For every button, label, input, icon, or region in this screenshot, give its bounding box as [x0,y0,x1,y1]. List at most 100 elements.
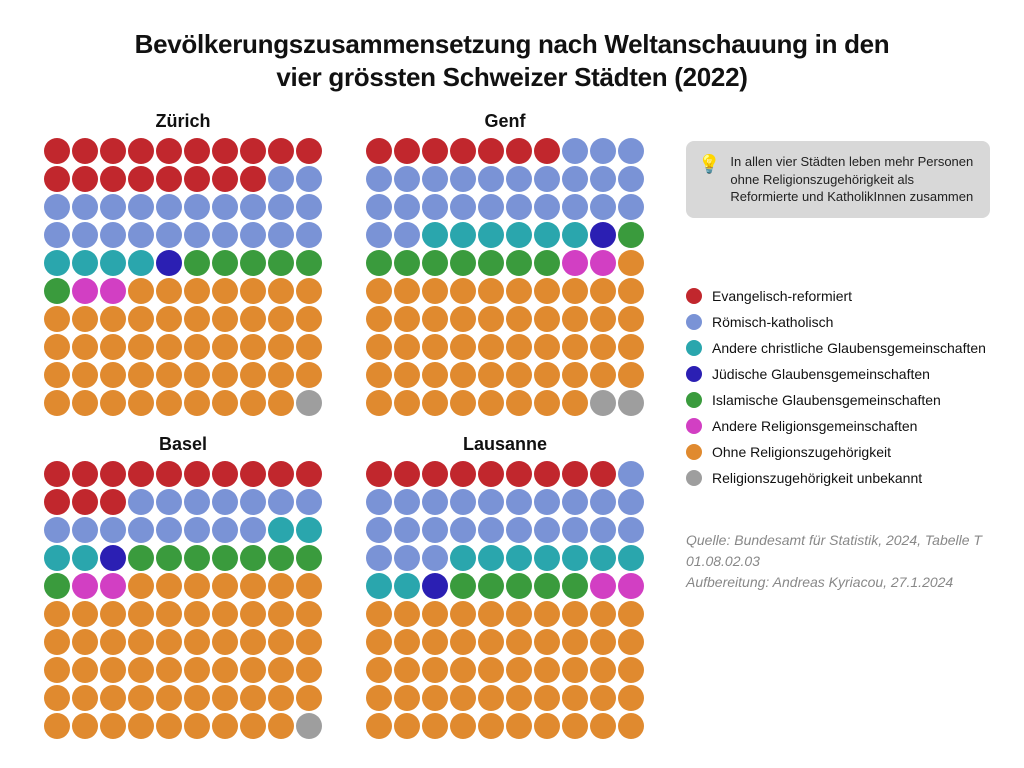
waffle-dot [478,713,504,739]
legend-swatch [686,314,702,330]
waffle-dot [478,250,504,276]
waffle-dot [590,222,616,248]
waffle-dot [506,517,532,543]
waffle-dot [590,713,616,739]
legend-swatch [686,392,702,408]
waffle-dot [240,278,266,304]
waffle-dot [618,334,644,360]
waffle-dot [366,362,392,388]
waffle-dot [296,489,322,515]
waffle-dot [212,306,238,332]
waffle-dot [184,713,210,739]
waffle-dot [366,461,392,487]
waffle-dot [366,278,392,304]
waffle-dot [184,601,210,627]
waffle-dot [72,138,98,164]
legend-label: Religionszugehörigkeit unbekannt [712,470,922,486]
waffle-dot [156,278,182,304]
legend-label: Römisch-katholisch [712,314,833,330]
waffle-dot [156,362,182,388]
waffle-dot [506,390,532,416]
waffle-dot [72,517,98,543]
meta-source: Quelle: Bundesamt für Statistik, 2024, T… [686,530,990,572]
waffle-dot [478,629,504,655]
waffle-dot [618,713,644,739]
waffle-dot [44,390,70,416]
waffle-dot [506,713,532,739]
waffle-dot [394,222,420,248]
waffle-dot [450,573,476,599]
legend-item: Ohne Religionszugehörigkeit [686,444,990,460]
waffle-dot [212,713,238,739]
waffle-dot [562,362,588,388]
waffle-dot [268,713,294,739]
waffle-dot [590,517,616,543]
waffle-dot [590,545,616,571]
waffle-dot [212,222,238,248]
waffle-dot [212,657,238,683]
waffle-dot [128,517,154,543]
waffle-dot [128,222,154,248]
waffle-dot [128,489,154,515]
waffle-dot [590,657,616,683]
waffle-dot [128,573,154,599]
waffle-dot [478,461,504,487]
waffle-dot [534,362,560,388]
waffle-dot [100,194,126,220]
legend-label: Andere Religionsgemeinschaften [712,418,917,434]
waffle-dot [394,166,420,192]
waffle-dot [128,685,154,711]
waffle-dot [366,222,392,248]
waffle-dot [562,573,588,599]
city-label: Lausanne [463,434,547,455]
waffle-dot [72,250,98,276]
waffle-dot [184,390,210,416]
waffle-dot [590,194,616,220]
waffle-dot [506,222,532,248]
waffle-dot [366,250,392,276]
waffle-dot [450,461,476,487]
waffle-dot [394,489,420,515]
waffle-dot [184,657,210,683]
waffle-dot [44,629,70,655]
waffle-dot [562,601,588,627]
waffle-dot [506,138,532,164]
city-label: Basel [159,434,207,455]
waffle-dot [366,573,392,599]
legend-label: Islamische Glaubensgemeinschaften [712,392,941,408]
legend-swatch [686,366,702,382]
waffle-dot [450,545,476,571]
waffle-dot [268,278,294,304]
waffle-dot [296,194,322,220]
waffle-dot [240,517,266,543]
waffle-dot [618,573,644,599]
waffle-dot [156,250,182,276]
waffle-dot [296,657,322,683]
waffle-dot [450,250,476,276]
waffle-dot [506,601,532,627]
legend-item: Religionszugehörigkeit unbekannt [686,470,990,486]
waffle-dot [562,685,588,711]
waffle-dot [44,278,70,304]
waffle-dot [394,278,420,304]
waffle-dot [44,685,70,711]
waffle-dot [72,713,98,739]
waffle-dot [212,278,238,304]
waffle-dot [394,685,420,711]
waffle-dot [212,138,238,164]
waffle-dot [450,629,476,655]
waffle-dot [534,489,560,515]
waffle-dot [618,250,644,276]
waffle-dot [240,601,266,627]
waffle-dot [562,390,588,416]
waffle-dot [394,250,420,276]
waffle-dot [590,166,616,192]
waffle-dot [534,306,560,332]
waffle-dot [100,601,126,627]
waffle-dot [72,657,98,683]
waffle-dot [366,629,392,655]
waffle-dot [534,461,560,487]
lightbulb-icon: 💡 [698,155,720,173]
city-chart: Genf [356,111,654,416]
waffle-dot [296,713,322,739]
